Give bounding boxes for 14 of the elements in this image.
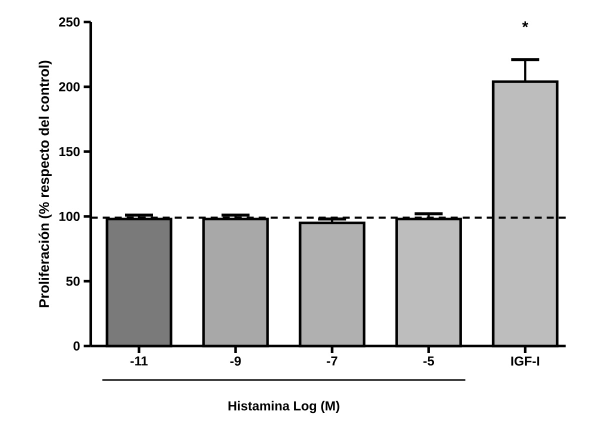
y-tick-label: 50 <box>66 276 80 286</box>
y-tick-label: 0 <box>74 341 80 351</box>
x-tick-label: -5 <box>423 356 434 366</box>
y-tick-label: 150 <box>59 147 80 156</box>
y-axis-title: Proliferación (% respecto del control) <box>38 60 52 308</box>
x-tick-label: -7 <box>326 356 338 366</box>
y-tick-label: 250 <box>59 17 80 27</box>
x-tick-label: -9 <box>230 356 241 366</box>
y-tick-label: 100 <box>59 212 80 221</box>
annotation: * <box>522 21 528 28</box>
x-tick-label: IGF-I <box>511 356 540 366</box>
y-tick-label: 200 <box>59 82 80 92</box>
x-axis-title: Histamina Log (M) <box>228 400 340 414</box>
x-tick-label: -11 <box>130 356 148 366</box>
